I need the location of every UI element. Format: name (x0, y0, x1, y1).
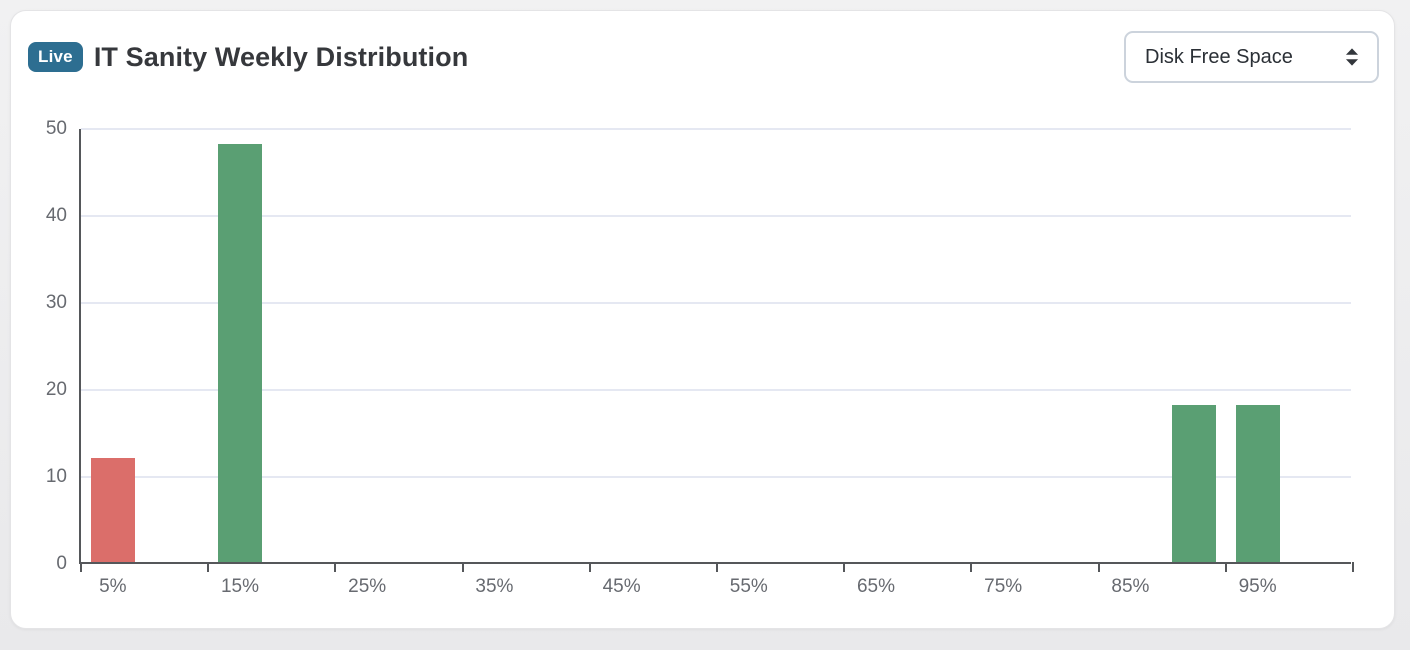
x-axis-tick-mark (716, 562, 718, 572)
x-axis-tick-mark (970, 562, 973, 572)
x-axis-tick-label: 65% (856, 576, 896, 597)
x-axis-tick-mark (461, 562, 464, 572)
x-axis-tick-label: 15% (220, 576, 260, 597)
gridline-horizontal (81, 302, 1351, 304)
x-axis-tick-label: 45% (602, 576, 641, 597)
metric-select[interactable]: Disk Free Space (1124, 31, 1379, 83)
chart-plot-area: 0 10 20 30 40 50 5% 15% 25% 35% 45% 55% 65% 75% 85% 95% (46, 118, 1354, 597)
x-axis-tick-label: 75% (984, 576, 1023, 597)
x-axis-tick-label: 55% (729, 576, 768, 597)
x-axis-tick-mark (1352, 562, 1354, 572)
chart-card: Live IT Sanity Weekly Distribution Disk … (10, 10, 1395, 629)
x-axis-tick-label: 25% (348, 576, 387, 597)
gridline-horizontal (81, 389, 1351, 391)
x-axis-tick-mark (207, 562, 210, 572)
x-axis-tick-label: 95% (1238, 576, 1277, 597)
bar-5%[interactable] (90, 457, 135, 562)
x-axis-tick-mark (334, 562, 337, 572)
gridline-horizontal (81, 215, 1351, 217)
x-axis-tick-mark (80, 562, 82, 572)
x-axis-tick-mark (1224, 562, 1227, 572)
x-axis-tick-label: 35% (475, 576, 514, 597)
chevron-up-down-icon (1345, 48, 1359, 66)
bar-95%[interactable] (1235, 405, 1280, 562)
live-badge: Live (28, 42, 83, 72)
gridline-horizontal (81, 476, 1351, 478)
gridline-horizontal (81, 128, 1351, 130)
x-axis-tick-mark (1097, 562, 1100, 572)
x-axis-tick-label: 5% (99, 576, 127, 597)
y-axis-tick-label: 40 (45, 205, 67, 226)
metric-select-value: Disk Free Space (1145, 45, 1293, 68)
x-axis-tick-label: 85% (1111, 576, 1150, 597)
page-title: IT Sanity Weekly Distribution (93, 41, 469, 72)
y-axis-tick-label: 50 (45, 118, 67, 139)
y-axis-tick-label: 20 (45, 379, 67, 400)
y-axis-tick-label: 0 (56, 553, 67, 574)
y-axis-tick-label: 10 (45, 466, 67, 487)
x-axis-tick-mark (588, 562, 591, 572)
bar-15%[interactable] (218, 144, 262, 562)
bar-90%[interactable] (1172, 405, 1216, 562)
card-header: Live IT Sanity Weekly Distribution Disk … (28, 29, 1379, 85)
x-axis-tick-mark (843, 562, 846, 572)
y-axis-tick-label: 30 (45, 292, 67, 313)
